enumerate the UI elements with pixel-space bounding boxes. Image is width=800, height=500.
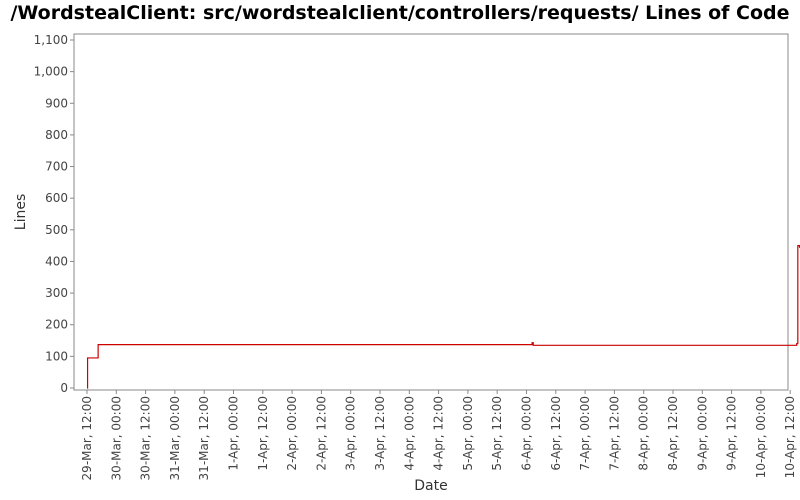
x-tick-label: 29-Mar, 12:00: [80, 396, 94, 480]
x-tick-label: 3-Apr, 00:00: [344, 396, 358, 471]
chart-title: /WordstealClient: src/wordstealclient/co…: [10, 2, 790, 24]
x-tick-label: 31-Mar, 12:00: [197, 396, 211, 480]
y-tick-label: 1,100: [34, 33, 68, 47]
x-tick-label: 9-Apr, 12:00: [725, 396, 739, 471]
x-tick-label: 2-Apr, 00:00: [285, 396, 299, 471]
y-tick-label: 700: [45, 160, 68, 174]
x-tick-label: 6-Apr, 12:00: [549, 396, 563, 471]
x-tick-label: 5-Apr, 12:00: [490, 396, 504, 471]
x-tick-label: 1-Apr, 12:00: [256, 396, 270, 471]
y-axis-label: Lines: [13, 194, 29, 230]
y-tick-label: 600: [45, 191, 68, 205]
y-tick-label: 500: [45, 223, 68, 237]
y-tick-label: 0: [60, 381, 68, 395]
x-tick-label: 8-Apr, 00:00: [637, 396, 651, 471]
y-tick-label: 1,000: [34, 65, 68, 79]
x-tick-label: 30-Mar, 12:00: [139, 396, 153, 480]
y-tick-label: 300: [45, 286, 68, 300]
x-tick-label: 10-Apr, 00:00: [754, 396, 768, 478]
x-tick-label: 31-Mar, 00:00: [168, 396, 182, 480]
y-tick-label: 200: [45, 318, 68, 332]
plot-area: [73, 33, 789, 391]
x-tick-label: 10-Apr, 12:00: [783, 396, 797, 478]
y-tick-label: 100: [45, 349, 68, 363]
x-axis-label: Date: [414, 478, 447, 494]
x-tick-label: 7-Apr, 00:00: [578, 396, 592, 471]
y-tick-label: 900: [45, 96, 68, 110]
x-tick-label: 2-Apr, 12:00: [314, 396, 328, 471]
x-tick-label: 9-Apr, 00:00: [695, 396, 709, 471]
x-tick-label: 30-Mar, 00:00: [109, 396, 123, 480]
x-tick-label: 8-Apr, 12:00: [666, 396, 680, 471]
y-tick-label: 800: [45, 128, 68, 142]
x-tick-label: 6-Apr, 00:00: [520, 396, 534, 471]
x-tick-label: 7-Apr, 12:00: [607, 396, 621, 471]
x-tick-label: 4-Apr, 00:00: [402, 396, 416, 471]
y-tick-label: 400: [45, 254, 68, 268]
x-tick-label: 4-Apr, 12:00: [432, 396, 446, 471]
x-tick-label: 1-Apr, 00:00: [227, 396, 241, 471]
x-tick-label: 3-Apr, 12:00: [373, 396, 387, 471]
x-tick-label: 5-Apr, 00:00: [461, 396, 475, 471]
